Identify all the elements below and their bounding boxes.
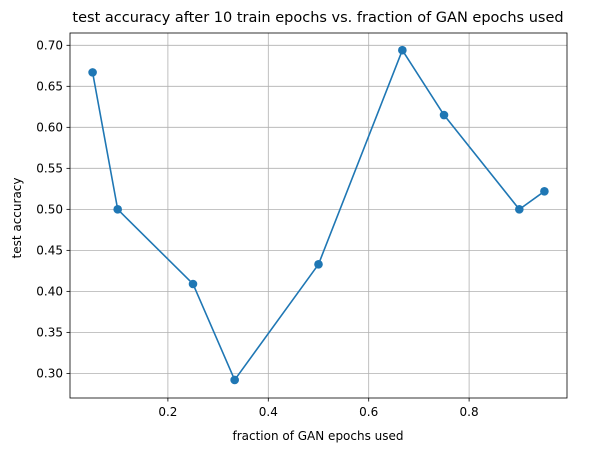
- y-tick-label: 0.45: [36, 244, 63, 258]
- x-tick-label: 0.4: [259, 405, 278, 419]
- x-tick-label: 0.6: [359, 405, 378, 419]
- data-point: [230, 375, 239, 385]
- data-point: [439, 110, 449, 120]
- y-tick-label: 0.70: [36, 39, 63, 53]
- data-point: [188, 279, 198, 289]
- data-series: [88, 45, 549, 385]
- data-point: [515, 205, 524, 214]
- y-tick-label: 0.65: [36, 80, 63, 94]
- data-point: [398, 45, 407, 55]
- x-tick-label: 0.8: [460, 405, 479, 419]
- y-tick-label: 0.55: [36, 162, 63, 176]
- plot-frame: [69, 32, 568, 399]
- y-tick-label: 0.60: [36, 121, 63, 135]
- y-axis-ticks: 0.30 0.35 0.40 0.45 0.50 0.55 0.60 0.65 0.70: [36, 39, 70, 381]
- y-tick-label: 0.35: [36, 326, 63, 340]
- grid-lines: [70, 33, 567, 398]
- data-point: [113, 205, 122, 214]
- data-point: [88, 68, 97, 77]
- chart-title: test accuracy after 10 train epochs vs. …: [72, 10, 563, 26]
- x-axis-label: fraction of GAN epochs used: [232, 429, 403, 443]
- data-point: [314, 260, 323, 269]
- y-tick-label: 0.50: [36, 203, 63, 217]
- series-line: [91, 49, 545, 381]
- x-tick-label: 0.2: [158, 405, 177, 419]
- y-tick-label: 0.30: [36, 367, 63, 381]
- data-point: [540, 187, 549, 196]
- y-tick-label: 0.40: [36, 285, 63, 299]
- x-axis-ticks: 0.2 0.4 0.6 0.8: [158, 398, 479, 419]
- y-axis-label: test accuracy: [10, 178, 24, 259]
